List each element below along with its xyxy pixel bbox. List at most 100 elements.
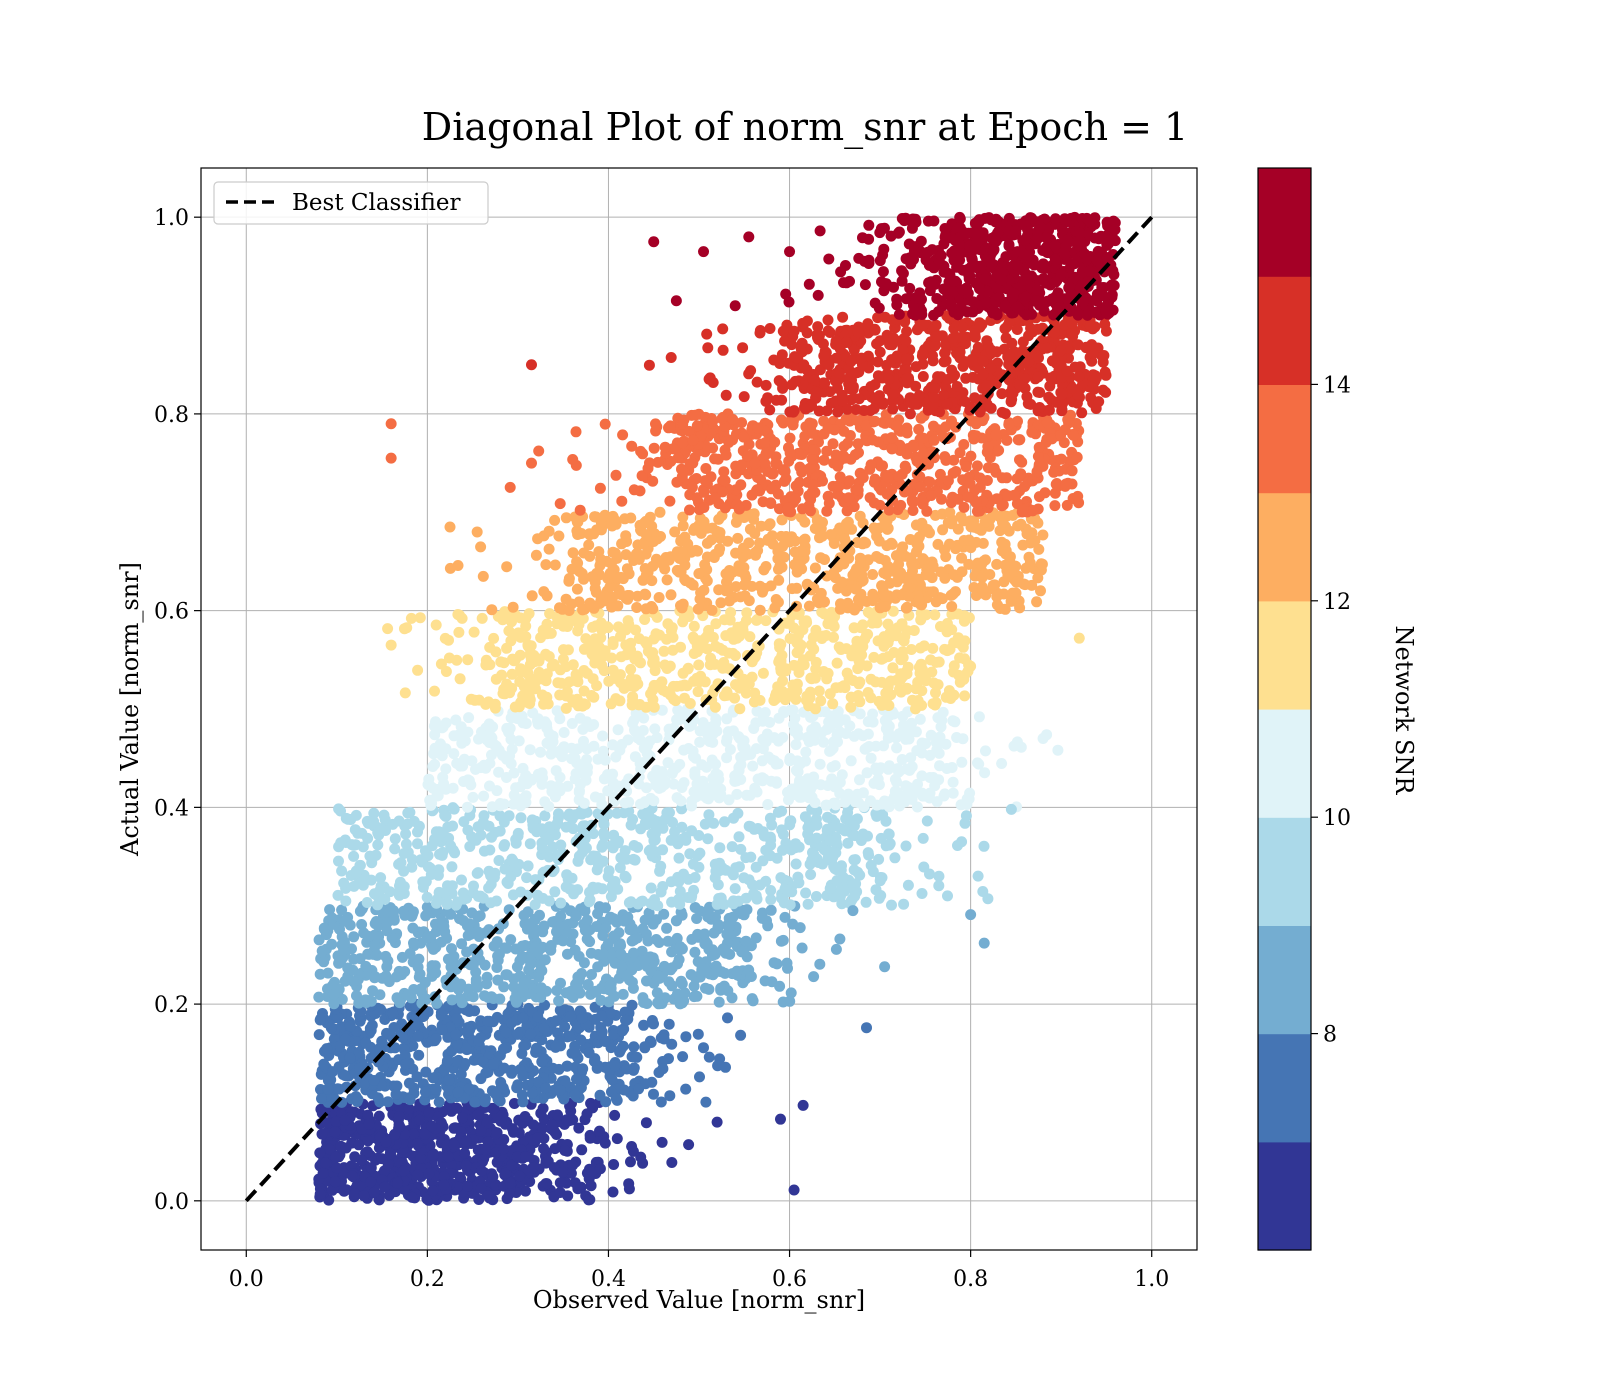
scatter-point: [356, 1154, 368, 1166]
scatter-point: [793, 667, 805, 678]
scatter-point: [824, 883, 836, 894]
scatter-point: [558, 727, 570, 738]
scatter-point: [543, 834, 555, 846]
scatter-point: [653, 937, 665, 948]
scatter-point: [339, 1033, 351, 1045]
scatter-point: [504, 1177, 516, 1189]
scatter-point: [756, 912, 768, 924]
scatter-point: [506, 1159, 518, 1171]
scatter-point: [609, 1060, 621, 1072]
scatter-point: [399, 1050, 411, 1062]
scatter-point: [373, 1110, 385, 1122]
scatter-point: [904, 784, 916, 796]
scatter-point: [775, 872, 787, 884]
scatter-point: [470, 763, 481, 775]
scatter-point: [956, 566, 968, 578]
scatter-point: [1008, 565, 1020, 577]
scatter-point: [467, 791, 479, 803]
scatter-point: [631, 602, 643, 613]
scatter-point: [722, 585, 734, 596]
scatter-point: [927, 586, 939, 598]
scatter-point: [549, 1143, 561, 1155]
scatter-point: [336, 904, 348, 916]
scatter-point: [335, 837, 347, 849]
scatter-point: [648, 845, 660, 857]
scatter-point: [608, 930, 620, 942]
scatter-point: [392, 1177, 403, 1189]
scatter-point: [460, 1160, 472, 1172]
scatter-point: [339, 915, 351, 927]
scatter-point: [490, 1128, 502, 1140]
scatter-point: [385, 905, 396, 917]
scatter-point: [616, 495, 628, 507]
scatter-point: [445, 1159, 457, 1171]
scatter-point: [664, 1090, 676, 1102]
scatter-point: [459, 1058, 471, 1069]
scatter-point: [606, 840, 618, 851]
scatter-point: [671, 792, 683, 804]
scatter-point: [750, 932, 762, 944]
scatter-point: [398, 1165, 410, 1177]
scatter-point: [443, 634, 454, 646]
scatter-point: [500, 1167, 512, 1179]
scatter-point: [532, 1076, 544, 1088]
scatter-point: [594, 482, 606, 494]
scatter-point: [498, 981, 510, 993]
scatter-point: [857, 828, 869, 840]
scatter-point: [638, 1019, 650, 1031]
scatter-point: [953, 637, 965, 649]
scatter-point: [719, 614, 731, 626]
scatter-point: [720, 449, 732, 461]
scatter-point: [585, 947, 597, 959]
scatter-point: [538, 586, 550, 598]
scatter-point: [735, 591, 746, 603]
scatter-point: [488, 632, 500, 644]
scatter-point: [774, 980, 786, 992]
scatter-point: [373, 829, 385, 841]
scatter-point: [326, 912, 338, 924]
scatter-point: [893, 571, 905, 583]
scatter-point: [326, 1184, 338, 1196]
scatter-point: [777, 541, 789, 552]
scatter-point: [402, 989, 413, 1001]
scatter-point: [380, 950, 392, 962]
scatter-point: [579, 924, 591, 936]
scatter-point: [741, 607, 753, 619]
scatter-point: [592, 908, 604, 920]
scatter-point: [921, 815, 933, 827]
scatter-point: [316, 1128, 328, 1140]
scatter-point: [784, 432, 796, 444]
scatter-point: [403, 1103, 415, 1115]
scatter-point: [908, 441, 919, 453]
scatter-point: [407, 922, 419, 934]
scatter-point: [500, 1027, 512, 1039]
scatter-point: [560, 661, 572, 673]
scatter-point: [440, 810, 452, 822]
scatter-point: [708, 552, 720, 563]
scatter-point: [728, 895, 739, 907]
scatter-point: [501, 561, 513, 573]
scatter-point: [764, 812, 776, 824]
scatter-point: [572, 529, 584, 540]
scatter-point: [571, 1073, 582, 1085]
scatter-point: [340, 1142, 352, 1154]
scatter-point: [538, 1143, 550, 1155]
scatter-point: [388, 1022, 400, 1033]
scatter-point: [584, 597, 596, 609]
scatter-point: [606, 1074, 618, 1086]
scatter-point: [651, 732, 663, 744]
scatter-point: [927, 642, 939, 654]
scatter-point: [856, 649, 868, 661]
scatter-point: [789, 559, 801, 571]
scatter-point: [498, 840, 510, 852]
scatter-point: [373, 931, 385, 943]
scatter-point: [581, 933, 593, 945]
scatter-point: [544, 821, 555, 833]
scatter-point: [622, 615, 634, 627]
scatter-point: [836, 576, 848, 588]
scatter-point: [344, 1052, 356, 1064]
scatter-point: [778, 551, 790, 563]
scatter-point: [545, 1072, 557, 1084]
scatter-point: [532, 1132, 544, 1144]
scatter-point: [366, 857, 378, 869]
